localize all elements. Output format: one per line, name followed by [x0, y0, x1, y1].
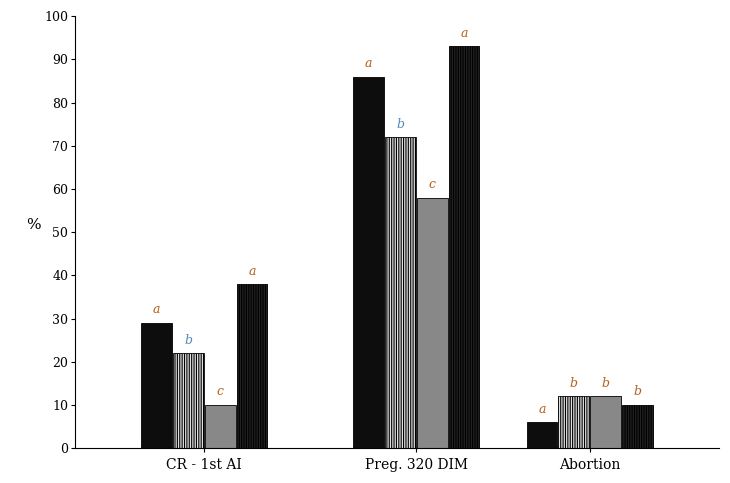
Text: b: b — [396, 117, 404, 130]
Text: b: b — [184, 334, 192, 347]
Bar — [417, 198, 447, 448]
Bar — [237, 284, 267, 448]
Bar — [448, 46, 480, 448]
Text: a: a — [460, 27, 468, 40]
Bar — [591, 397, 621, 448]
Bar — [385, 137, 416, 448]
Bar — [353, 77, 384, 448]
Bar — [558, 397, 589, 448]
Text: b: b — [570, 377, 578, 390]
Text: b: b — [634, 385, 642, 398]
Text: a: a — [365, 57, 372, 70]
Bar — [622, 405, 653, 448]
Text: a: a — [538, 403, 546, 416]
Text: b: b — [602, 377, 610, 390]
Text: a: a — [153, 303, 161, 316]
Bar — [526, 422, 558, 448]
Text: c: c — [217, 385, 223, 398]
Text: a: a — [248, 265, 255, 278]
Y-axis label: %: % — [26, 218, 40, 232]
Bar — [141, 323, 172, 448]
Bar — [204, 405, 236, 448]
Bar — [173, 353, 204, 448]
Text: c: c — [429, 178, 436, 191]
